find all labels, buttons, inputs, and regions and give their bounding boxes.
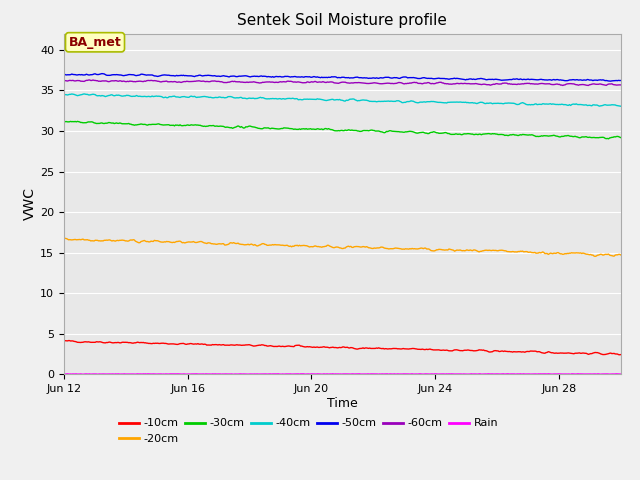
Rain (567, 372, 575, 377)
Y-axis label: VWC: VWC (24, 188, 37, 220)
-10cm (518, 349, 525, 355)
-30cm (74, 119, 81, 124)
-50cm (98, 71, 106, 76)
-60cm (617, 82, 625, 88)
-20cm (61, 236, 69, 241)
-50cm (605, 78, 612, 84)
-30cm (617, 135, 625, 141)
-20cm (326, 243, 333, 249)
-20cm (329, 245, 337, 251)
-30cm (393, 129, 401, 134)
-10cm (65, 338, 72, 344)
-10cm (326, 345, 333, 351)
Rain (617, 371, 625, 377)
-50cm (60, 72, 68, 77)
-10cm (616, 352, 623, 358)
-20cm (60, 236, 68, 241)
Title: Sentek Soil Moisture profile: Sentek Soil Moisture profile (237, 13, 447, 28)
Text: BA_met: BA_met (68, 36, 122, 49)
-20cm (606, 252, 614, 258)
-40cm (362, 97, 370, 103)
-30cm (518, 132, 525, 138)
-30cm (362, 128, 370, 133)
-40cm (393, 98, 401, 104)
-40cm (60, 92, 68, 97)
-10cm (329, 344, 337, 350)
Rain (328, 371, 335, 377)
Line: -10cm: -10cm (64, 341, 621, 355)
-20cm (591, 253, 599, 259)
-30cm (605, 136, 612, 142)
Line: -40cm: -40cm (64, 94, 621, 106)
-20cm (362, 244, 370, 250)
-40cm (329, 96, 337, 102)
-50cm (393, 75, 401, 81)
-60cm (326, 79, 333, 85)
-60cm (518, 81, 525, 87)
Rain (362, 371, 370, 377)
-20cm (518, 249, 525, 254)
-30cm (606, 135, 614, 141)
-30cm (329, 127, 337, 133)
-50cm (326, 74, 333, 80)
-10cm (393, 346, 401, 351)
-30cm (60, 119, 68, 124)
-10cm (362, 345, 370, 351)
-60cm (559, 83, 566, 88)
-50cm (607, 78, 614, 84)
-60cm (60, 78, 68, 84)
-40cm (326, 97, 333, 103)
Rain (324, 371, 332, 377)
-40cm (605, 102, 612, 108)
Rain (329, 371, 337, 377)
-60cm (329, 79, 337, 85)
-40cm (617, 103, 625, 109)
-50cm (617, 78, 625, 84)
X-axis label: Time: Time (327, 397, 358, 410)
Rain (393, 371, 401, 377)
Rain (518, 371, 525, 377)
-40cm (80, 91, 88, 97)
Rain (60, 371, 68, 377)
Rain (606, 371, 614, 377)
Line: -30cm: -30cm (64, 121, 621, 139)
-50cm (362, 75, 370, 81)
-60cm (362, 81, 370, 86)
-30cm (326, 126, 333, 132)
Line: -60cm: -60cm (64, 80, 621, 85)
-50cm (329, 74, 337, 80)
-50cm (518, 76, 525, 82)
-40cm (518, 100, 525, 106)
Line: -50cm: -50cm (64, 73, 621, 81)
Legend: -10cm, -20cm, -30cm, -40cm, -50cm, -60cm, Rain: -10cm, -20cm, -30cm, -40cm, -50cm, -60cm… (114, 414, 503, 448)
-10cm (60, 338, 68, 344)
Line: -20cm: -20cm (64, 239, 621, 256)
-10cm (617, 352, 625, 358)
-20cm (617, 252, 625, 258)
-60cm (86, 77, 93, 83)
-60cm (393, 81, 401, 86)
-20cm (393, 245, 401, 251)
-10cm (605, 351, 612, 357)
-60cm (606, 81, 614, 87)
